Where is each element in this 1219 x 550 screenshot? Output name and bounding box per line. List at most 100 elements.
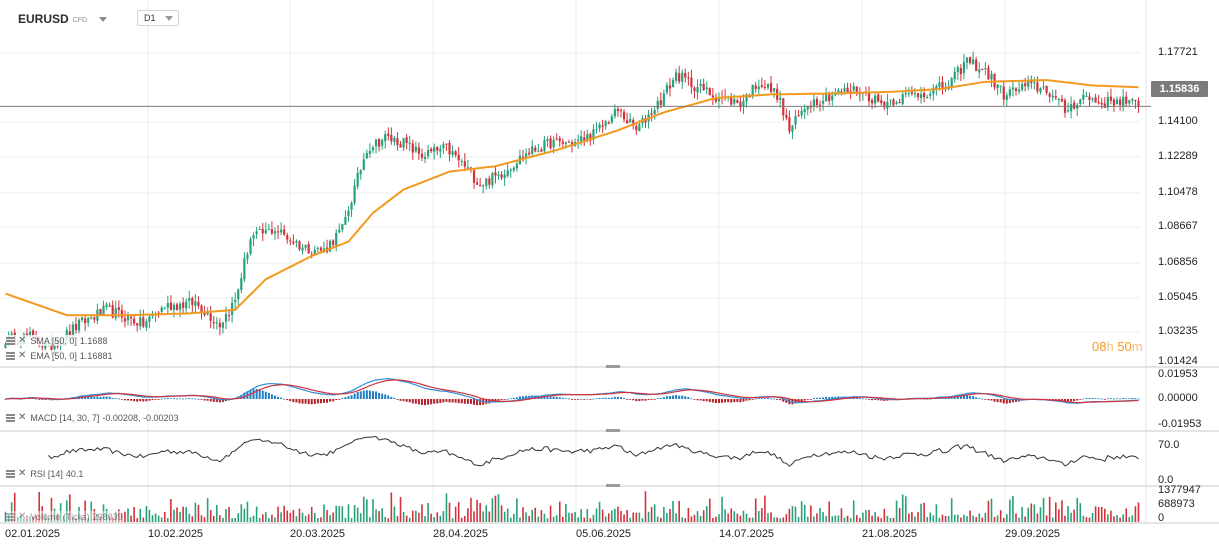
candle-body [877,94,880,102]
macd-histogram-bar [828,397,831,399]
candle-body [708,87,711,96]
candle-body [938,82,941,87]
rsi-legend[interactable]: ✕ RSI [14] 40.1 [6,468,84,479]
volume-bar [408,517,411,522]
macd-histogram-bar [255,389,258,399]
candle-body [821,100,825,104]
candle-body [910,91,913,94]
candle-body [546,139,549,142]
macd-histogram-bar [44,399,47,400]
close-icon[interactable]: ✕ [18,350,27,361]
macd-histogram-bar [417,399,420,405]
volume-bar [846,515,849,522]
candle-body [671,79,675,88]
volume-bar [93,508,96,522]
volume-bar [390,492,393,522]
volume-legend[interactable]: ✕ Volume (Ticks) 298039 [6,511,123,522]
volume-bar [185,507,187,522]
macd-histogram-bar [733,399,736,403]
time-axis-label: 29.09.2025 [1005,528,1061,540]
candle-body [926,96,929,98]
settings-icon[interactable] [6,413,15,422]
candle-body [772,88,776,92]
macd-histogram-bar [659,398,662,399]
volume-bar [81,517,83,522]
macd-histogram-bar [678,395,681,399]
settings-icon[interactable] [6,336,15,345]
macd-histogram-bar [473,399,476,405]
candle-body [237,289,240,300]
ema-legend[interactable]: ✕ EMA [50, 0] 1.16881 [6,350,113,361]
candle-body [304,244,307,248]
macd-legend[interactable]: ✕ MACD [14, 30, 7] -0.00208, -0.00203 [6,412,179,423]
candle-body [1033,82,1036,84]
volume-axis-label: 0 [1158,512,1165,524]
volume-bar [16,516,19,522]
candle-body [231,302,234,316]
settings-icon[interactable] [6,469,15,478]
sma-legend[interactable]: ✕ SMA [50, 0] 1.1688 [6,335,108,346]
candle-body [466,167,469,169]
close-icon[interactable]: ✕ [18,335,27,346]
macd-histogram-bar [858,398,861,399]
price-axis-label: 1.12289 [1158,150,1198,162]
candle-body [852,86,855,91]
candle-body [1070,103,1073,112]
macd-histogram-bar [506,398,509,400]
candle-body [616,108,620,111]
timer-minutes: 50 [1117,339,1132,354]
volume-bar [280,512,282,522]
macd-histogram-bar [583,399,586,400]
chevron-down-icon[interactable] [99,16,108,22]
volume-bar [387,518,390,522]
close-icon[interactable]: ✕ [18,468,27,479]
macd-histogram-bar [675,394,678,399]
rsi-value: 40.1 [65,468,84,479]
candle-body [531,146,534,154]
symbol-selector[interactable]: EURUSD CFD [18,10,108,28]
sma-label: SMA [50, 0] [30,335,77,346]
candle-body [923,92,926,98]
chevron-down-icon[interactable] [165,15,173,21]
macd-histogram-bar [721,399,724,403]
close-icon[interactable]: ✕ [18,412,27,423]
volume-bar [742,510,745,522]
candle-body [31,330,35,336]
volume-bar [941,514,944,522]
volume-bar [1116,515,1118,522]
timeframe-selector[interactable]: D1 [137,10,179,26]
volume-bar [944,515,947,522]
volume-bar [1006,514,1008,522]
macd-histogram-bar [874,399,877,400]
close-icon[interactable]: ✕ [18,511,27,522]
volume-bar [197,504,200,522]
candle-body [240,278,243,290]
volume-bar [589,518,592,522]
candle-body [509,169,512,171]
macd-histogram-bar [139,399,142,402]
macd-histogram-bar [534,395,537,399]
volume-bar [457,502,460,522]
volume-bar [656,516,659,522]
macd-histogram-bar [304,399,307,404]
volume-bar [901,494,904,522]
macd-histogram-bar [393,397,396,399]
macd-histogram-bar [19,398,22,400]
volume-bar [32,516,34,522]
settings-icon[interactable] [6,351,15,360]
candle-body [825,94,828,102]
volume-bar [366,499,368,522]
volume-bar [503,511,506,522]
settings-icon[interactable] [6,512,15,521]
volume-bar [292,509,295,522]
macd-histogram-bar [1109,398,1112,400]
macd-histogram-bar [883,399,886,401]
candle-body [794,115,797,125]
candle-body [626,120,629,124]
macd-histogram-bar [812,398,815,399]
macd-histogram-bar [822,397,825,399]
macd-histogram-bar [479,399,482,406]
candle-body [491,173,494,186]
volume-bar [222,517,224,522]
